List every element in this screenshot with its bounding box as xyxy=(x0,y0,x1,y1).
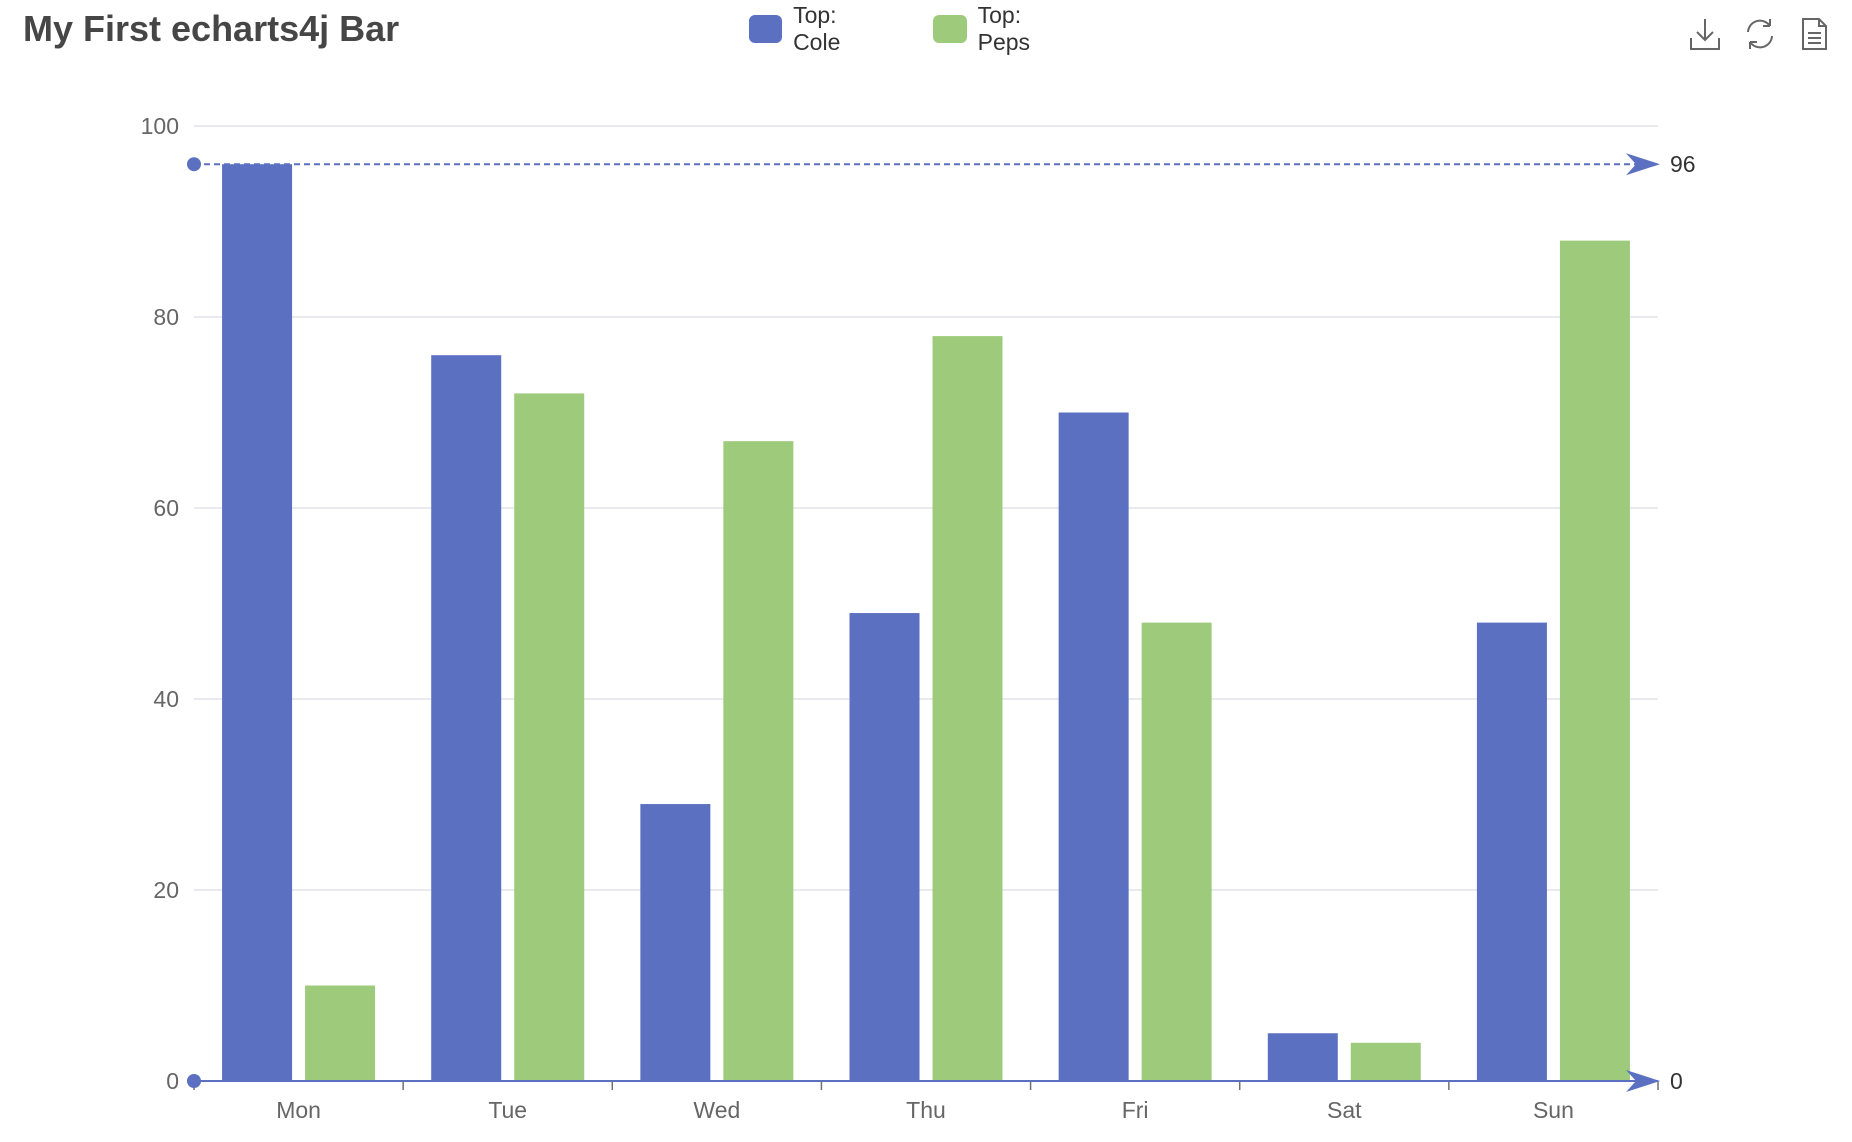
bar xyxy=(849,613,920,1081)
bar xyxy=(1476,622,1547,1081)
y-axis-labels: 0 20 40 60 80 100 xyxy=(141,113,179,1094)
bar xyxy=(1350,1042,1421,1081)
mark-line-start-dot xyxy=(187,157,201,172)
grid-lines xyxy=(194,125,1658,891)
legend-label-series-1: Top: Cole xyxy=(793,2,841,55)
y-tick-label: 80 xyxy=(153,304,179,330)
x-tick-label: Mon xyxy=(276,1097,321,1123)
bar xyxy=(723,441,794,1081)
x-axis-labels: Mon Tue Wed Thu Fri Sat Sun xyxy=(276,1097,1574,1123)
refresh-icon[interactable] xyxy=(1743,16,1777,52)
y-tick-label: 60 xyxy=(153,495,179,521)
bar xyxy=(1058,412,1129,1081)
x-tick-label: Sat xyxy=(1327,1097,1362,1123)
y-tick-label: 20 xyxy=(153,877,179,903)
bar xyxy=(1141,622,1212,1081)
bar xyxy=(932,336,1003,1082)
legend-item-series-2[interactable]: Top: Peps xyxy=(933,2,1046,55)
legend-swatch-series-1 xyxy=(749,15,783,43)
x-axis xyxy=(193,1080,1659,1090)
bar xyxy=(1559,240,1630,1082)
bar xyxy=(431,355,502,1081)
x-tick-label: Tue xyxy=(488,1097,527,1123)
x-tick-label: Wed xyxy=(693,1097,740,1123)
legend-item-series-1[interactable]: Top: Cole xyxy=(749,2,857,55)
mark-line-arrow xyxy=(1626,1070,1660,1092)
bar xyxy=(1267,1033,1338,1081)
y-tick-label: 0 xyxy=(166,1068,179,1094)
bar xyxy=(222,164,293,1081)
mark-line-arrow xyxy=(1626,153,1660,176)
x-tick-label: Fri xyxy=(1122,1097,1149,1123)
mark-line-label: 96 xyxy=(1670,151,1696,177)
data-view-icon[interactable] xyxy=(1797,16,1831,52)
mark-line-start-dot xyxy=(187,1074,201,1088)
y-tick-label: 100 xyxy=(141,113,179,139)
chart-title: My First echarts4j Bar xyxy=(23,8,400,49)
bar xyxy=(640,804,711,1081)
x-tick-label: Thu xyxy=(906,1097,946,1123)
bars xyxy=(222,164,1630,1082)
y-tick-label: 40 xyxy=(153,686,179,712)
x-tick-label: Sun xyxy=(1533,1097,1574,1123)
bar xyxy=(305,985,376,1081)
mark-line-label: 0 xyxy=(1670,1068,1683,1094)
bar xyxy=(514,393,585,1081)
legend-swatch-series-2 xyxy=(933,15,967,43)
mark-lines: 96 0 xyxy=(187,151,1696,1094)
legend-label-series-2: Top: Peps xyxy=(977,2,1031,55)
download-icon[interactable] xyxy=(1688,16,1722,52)
